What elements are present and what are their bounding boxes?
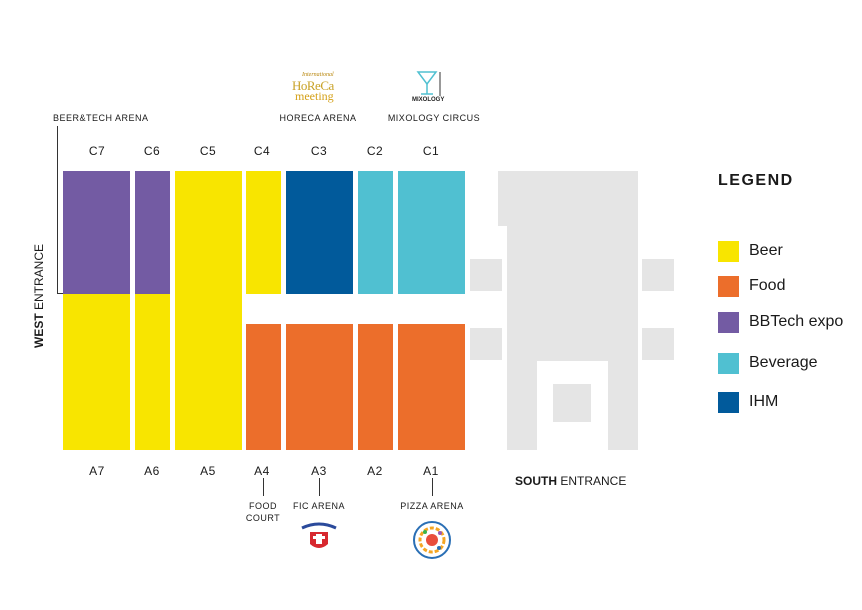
food-court-label-line2: COURT [245, 513, 281, 523]
hall-label-c7: C7 [88, 144, 106, 158]
connector-right-top [642, 259, 674, 291]
legend-label-beer: Beer [749, 242, 783, 259]
legend-swatch-food [718, 276, 739, 297]
hall-c1[interactable] [398, 171, 465, 294]
mixology-circus-logo: MIXOLOGY [410, 68, 450, 106]
south-pavilion-body [507, 226, 638, 361]
hall-c7[interactable] [63, 171, 130, 294]
hall-label-c5: C5 [199, 144, 217, 158]
connector-right-bottom [642, 328, 674, 360]
legend-swatch-ihm [718, 392, 739, 413]
hall-c6[interactable] [135, 171, 170, 294]
legend-title: LEGEND [718, 172, 794, 189]
fic-arena-label: FIC ARENA [292, 501, 345, 511]
connector-left-bottom [470, 328, 502, 360]
south-pavilion-center [553, 384, 591, 422]
fic-arena-pointer [319, 478, 320, 496]
hall-label-c1: C1 [422, 144, 440, 158]
hall-label-a2: A2 [367, 464, 383, 478]
pizza-arena-pointer [432, 478, 433, 496]
hall-a1[interactable] [398, 324, 465, 450]
hall-a2[interactable] [358, 324, 393, 450]
south-pavilion-left-leg [507, 361, 537, 450]
hall-c2[interactable] [358, 171, 393, 294]
pizza-arena-label: PIZZA ARENA [400, 501, 464, 511]
hall-a4[interactable] [246, 324, 281, 450]
beer-tech-arena-pointer [57, 126, 58, 294]
hall-label-a7: A7 [89, 464, 105, 478]
south-entrance-label: SOUTH ENTRANCE [515, 474, 627, 488]
west-entrance-label: WEST ENTRANCE [32, 243, 46, 348]
mixology-circus-label: MIXOLOGY CIRCUS [387, 113, 481, 123]
pizza-arena-logo [411, 520, 453, 560]
south-pavilion-right-leg [608, 361, 638, 450]
legend-label-food: Food [749, 277, 786, 294]
hall-label-a1: A1 [423, 464, 439, 478]
legend-swatch-bbtech [718, 312, 739, 333]
south-pavilion-top [498, 171, 638, 226]
legend-swatch-beer [718, 241, 739, 262]
hall-label-c4: C4 [253, 144, 271, 158]
hall-label-a6: A6 [144, 464, 160, 478]
food-court-pointer [263, 478, 264, 496]
food-court-label-line1: FOOD [249, 501, 277, 511]
hall-label-c6: C6 [143, 144, 161, 158]
hall-a3[interactable] [286, 324, 353, 450]
fic-logo [298, 522, 340, 556]
legend-label-ihm: IHM [749, 393, 779, 410]
beer-tech-arena-label: BEER&TECH ARENA [53, 113, 149, 123]
legend-label-beverage: Beverage [749, 354, 818, 371]
hall-label-c3: C3 [310, 144, 328, 158]
hall-a6[interactable] [135, 294, 170, 450]
legend-swatch-beverage [718, 353, 739, 374]
hall-label-a5: A5 [200, 464, 216, 478]
hall-c5[interactable] [175, 171, 242, 450]
horeca-arena-label: HORECA ARENA [279, 113, 357, 123]
hall-c3[interactable] [286, 171, 353, 294]
hall-label-a3: A3 [311, 464, 327, 478]
horeca-meeting-logo: International HoReCa meeting [292, 72, 334, 103]
connector-left-top [470, 259, 502, 291]
hall-label-a4: A4 [254, 464, 270, 478]
hall-c4[interactable] [246, 171, 281, 294]
hall-label-c2: C2 [366, 144, 384, 158]
legend-label-bbtech: BBTech expo [749, 313, 844, 330]
hall-a7[interactable] [63, 294, 130, 450]
